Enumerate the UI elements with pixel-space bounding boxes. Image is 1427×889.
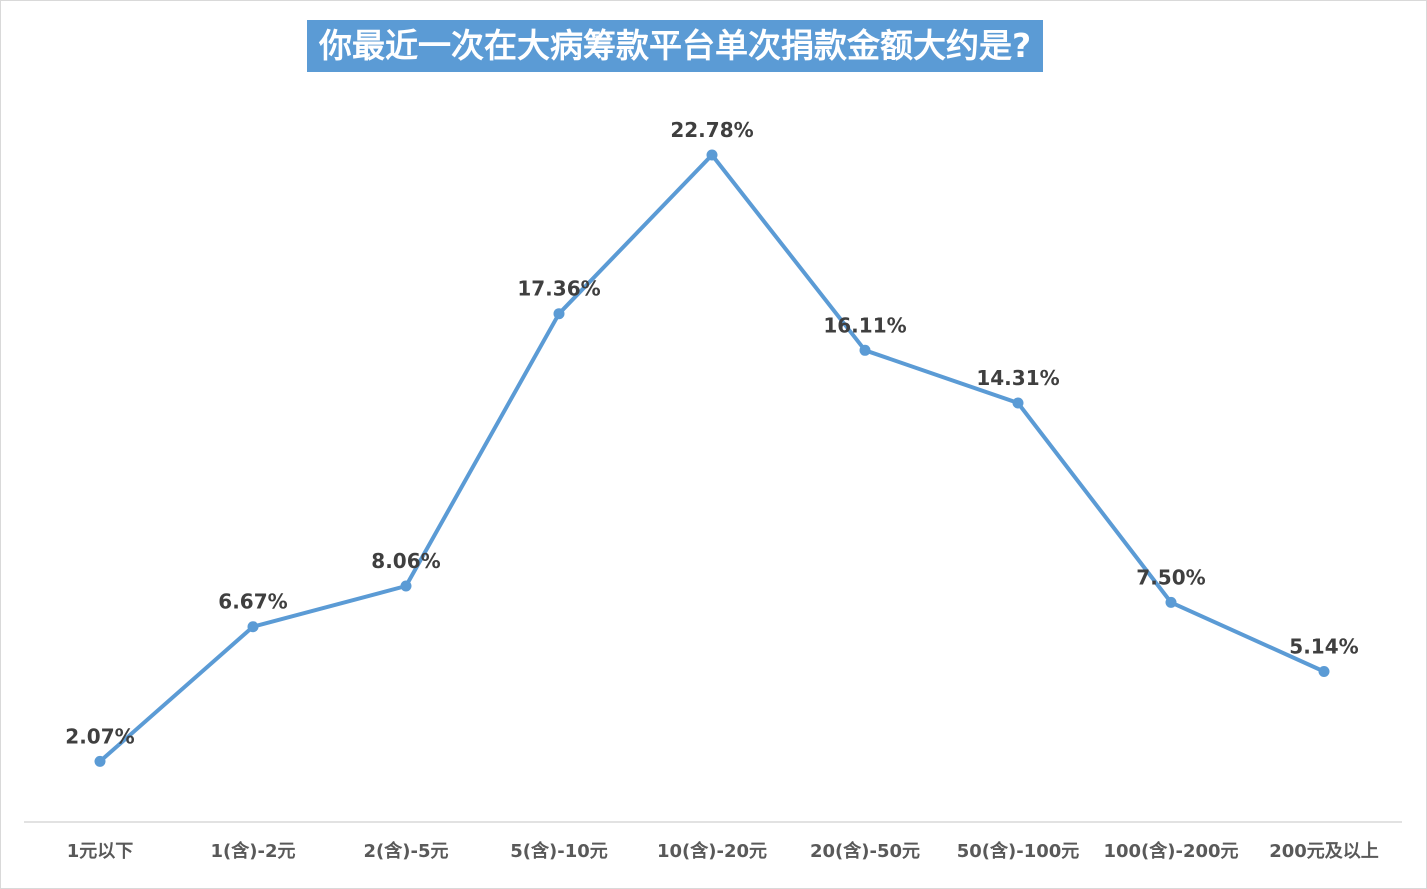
data-point [1318, 666, 1330, 678]
data-label: 14.31% [976, 366, 1059, 390]
x-tick-label: 5(含)-10元 [510, 840, 608, 862]
data-point [859, 344, 871, 356]
x-tick-label: 100(含)-200元 [1103, 840, 1238, 862]
data-label: 8.06% [371, 549, 440, 573]
data-label: 17.36% [517, 277, 600, 301]
data-label: 22.78% [670, 118, 753, 142]
x-tick-label: 1元以下 [67, 841, 134, 862]
x-tick-label: 50(含)-100元 [957, 840, 1080, 862]
data-point [553, 308, 565, 320]
x-tick-label: 10(含)-20元 [657, 840, 767, 862]
chart-title: 你最近一次在大病筹款平台单次捐款金额大约是? [307, 20, 1044, 72]
data-point [1012, 397, 1024, 409]
data-label: 16.11% [823, 313, 906, 337]
data-point [706, 149, 718, 161]
series-line [98, 153, 1325, 763]
data-label: 2.07% [65, 724, 134, 748]
x-tick-label: 20(含)-50元 [810, 840, 920, 862]
data-point [247, 621, 259, 633]
data-point [1165, 596, 1177, 608]
data-label: 6.67% [218, 590, 287, 614]
data-point [400, 580, 412, 592]
data-point [94, 755, 106, 767]
x-tick-label: 200元及以上 [1269, 841, 1379, 862]
x-tick-label: 2(含)-5元 [364, 840, 449, 862]
data-label: 5.14% [1289, 635, 1358, 659]
x-tick-label: 1(含)-2元 [211, 840, 296, 862]
data-label: 7.50% [1136, 565, 1205, 589]
